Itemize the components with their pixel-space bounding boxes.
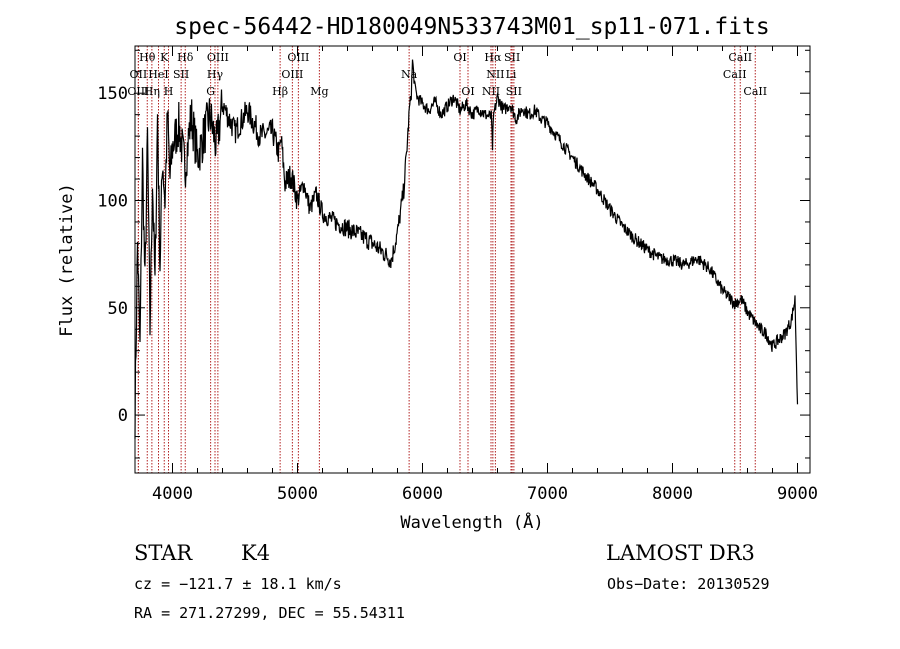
y-axis-label: Flux (relative) — [57, 183, 77, 337]
spectral-line-label: Hγ — [207, 68, 224, 81]
spectral-line-label: H — [164, 85, 174, 98]
spectral-line-label: CaII — [728, 51, 752, 64]
spectral-line-label: Hδ — [177, 51, 194, 64]
spectral-line-label: Mg — [310, 85, 328, 98]
survey-name: LAMOST DR3 — [606, 541, 755, 565]
spectral-line-label: OIII — [127, 85, 149, 98]
observation-date: Obs−Date: 20130529 — [607, 575, 770, 593]
spectral-line-label: NII — [482, 85, 500, 98]
x-tick-label: 7000 — [527, 484, 568, 504]
y-tick-label: 50 — [108, 299, 128, 319]
spectral-line-label: Li — [506, 68, 517, 81]
y-tick-label: 150 — [97, 84, 128, 104]
x-tick-label: 4000 — [152, 484, 193, 504]
spectral-line-label: Na — [401, 68, 418, 81]
spectral-line-label: K — [160, 51, 169, 64]
spectral-line-label: OII — [130, 68, 148, 81]
spectral-line-label: SII — [173, 68, 189, 81]
y-axis: 0 50 100 150 — [97, 49, 810, 459]
spectral-line-label: CaII — [743, 85, 767, 98]
spectral-line-label: Hβ — [272, 85, 288, 98]
spectral-line-label: Hα — [484, 51, 502, 64]
redshift-velocity: cz = −121.7 ± 18.1 km/s — [134, 575, 342, 593]
spectral-line-label: OIII — [207, 51, 229, 64]
spectral-line-markers — [137, 46, 756, 473]
x-tick-label: 9000 — [777, 484, 818, 504]
spectral-line-label: OI — [461, 85, 474, 98]
x-axis-label: Wavelength (Å) — [400, 511, 543, 533]
object-subclass: K4 — [241, 541, 271, 565]
spectral-line-label: SII — [506, 85, 522, 98]
spectral-line-label: OIII — [287, 51, 309, 64]
spectral-line-label: OIII — [281, 68, 303, 81]
spectral-line-label: SII — [504, 51, 520, 64]
spectral-line-label: HeI — [148, 68, 168, 81]
y-tick-label: 100 — [97, 191, 128, 211]
plot-frame — [134, 45, 811, 474]
coordinates: RA = 271.27299, DEC = 55.54311 — [134, 604, 405, 622]
spectrum-line — [134, 59, 799, 439]
spectral-line-label: OI — [453, 51, 466, 64]
x-tick-label: 8000 — [652, 484, 693, 504]
spectral-line-labels: Hθ OII OIII HeI Hη K H SII Hδ OIII Hγ G Hβ OIII OIII Mg… — [127, 51, 767, 98]
y-tick-label: 0 — [118, 406, 128, 426]
chart-title: spec-56442-HD180049N533743M01_sp11-071.f… — [174, 14, 769, 40]
object-class: STAR — [134, 541, 193, 565]
x-tick-label: 6000 — [402, 484, 443, 504]
x-tick-label: 5000 — [277, 484, 318, 504]
spectral-line-label: Hη — [144, 85, 160, 98]
spectral-line-label: CaII — [723, 68, 747, 81]
spectral-line-label: Hθ — [139, 51, 156, 64]
x-axis: 4000 5000 6000 7000 8000 9000 — [152, 46, 818, 504]
spectral-line-label: NII — [486, 68, 504, 81]
spectral-line-label: G — [206, 85, 215, 98]
